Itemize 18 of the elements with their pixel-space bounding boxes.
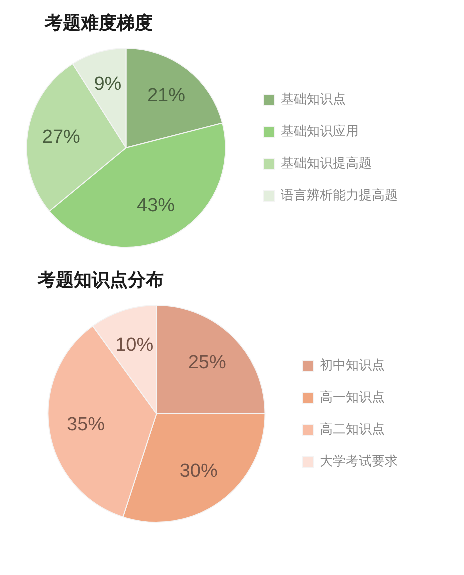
legend-label: 基础知识点 — [281, 91, 346, 106]
data-label: 27% — [42, 126, 81, 148]
data-label: 10% — [116, 335, 154, 356]
data-label: 25% — [188, 352, 227, 374]
legend-label: 语言辨析能力提高题 — [281, 187, 398, 202]
data-label: 30% — [180, 461, 218, 482]
data-label: 21% — [147, 85, 186, 106]
legend-label: 高一知识点 — [320, 389, 385, 404]
data-label: 9% — [94, 74, 122, 96]
legend-label: 基础知识提高题 — [281, 155, 372, 170]
data-label: 43% — [137, 196, 176, 217]
legend-label: 大学考试要求 — [320, 453, 398, 468]
legend-label: 高二知识点 — [320, 421, 385, 436]
chart-title: 考题难度梯度 — [44, 12, 154, 36]
chart-title: 考题知识点分布 — [36, 269, 165, 293]
legend-label: 基础知识应用 — [281, 123, 359, 138]
legend-label: 初中知识点 — [320, 357, 385, 372]
data-label: 35% — [67, 414, 106, 436]
